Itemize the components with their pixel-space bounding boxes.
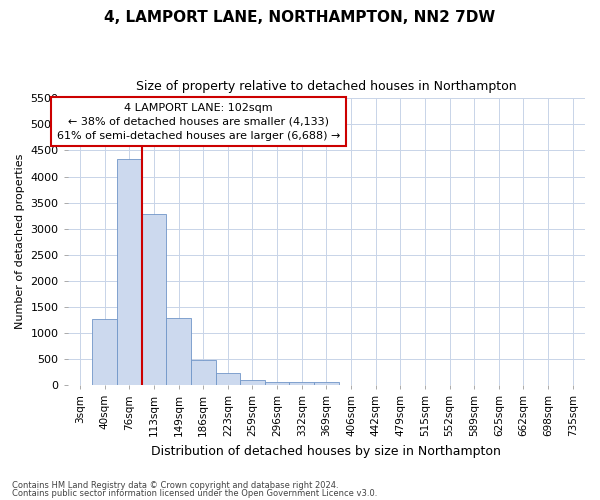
Text: 4, LAMPORT LANE, NORTHAMPTON, NN2 7DW: 4, LAMPORT LANE, NORTHAMPTON, NN2 7DW	[104, 10, 496, 25]
Bar	[215, 373, 240, 385]
Bar	[314, 382, 338, 385]
X-axis label: Distribution of detached houses by size in Northampton: Distribution of detached houses by size …	[151, 444, 501, 458]
Bar	[191, 360, 215, 385]
Bar	[265, 382, 289, 385]
Bar	[240, 380, 265, 385]
Text: Contains HM Land Registry data © Crown copyright and database right 2024.: Contains HM Land Registry data © Crown c…	[12, 481, 338, 490]
Bar	[117, 160, 142, 385]
Y-axis label: Number of detached properties: Number of detached properties	[15, 154, 25, 330]
Bar	[166, 318, 191, 385]
Bar	[142, 214, 166, 385]
Bar	[92, 319, 117, 385]
Text: 4 LAMPORT LANE: 102sqm
← 38% of detached houses are smaller (4,133)
61% of semi-: 4 LAMPORT LANE: 102sqm ← 38% of detached…	[56, 103, 340, 141]
Bar	[289, 382, 314, 385]
Text: Contains public sector information licensed under the Open Government Licence v3: Contains public sector information licen…	[12, 488, 377, 498]
Title: Size of property relative to detached houses in Northampton: Size of property relative to detached ho…	[136, 80, 517, 93]
